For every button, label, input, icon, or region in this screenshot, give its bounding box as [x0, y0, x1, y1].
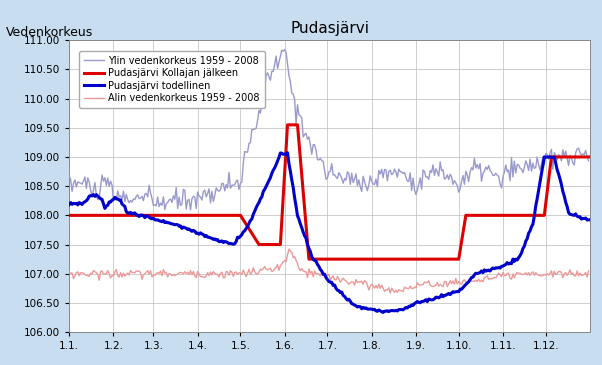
- Text: Vedenkorkeus: Vedenkorkeus: [6, 26, 93, 39]
- Legend: Ylin vedenkorkeus 1959 - 2008, Pudasjärvi Kollajan jälkeen, Pudasjärvi todelline: Ylin vedenkorkeus 1959 - 2008, Pudasjärv…: [79, 51, 265, 108]
- Title: Pudasjärvi: Pudasjärvi: [290, 21, 369, 36]
